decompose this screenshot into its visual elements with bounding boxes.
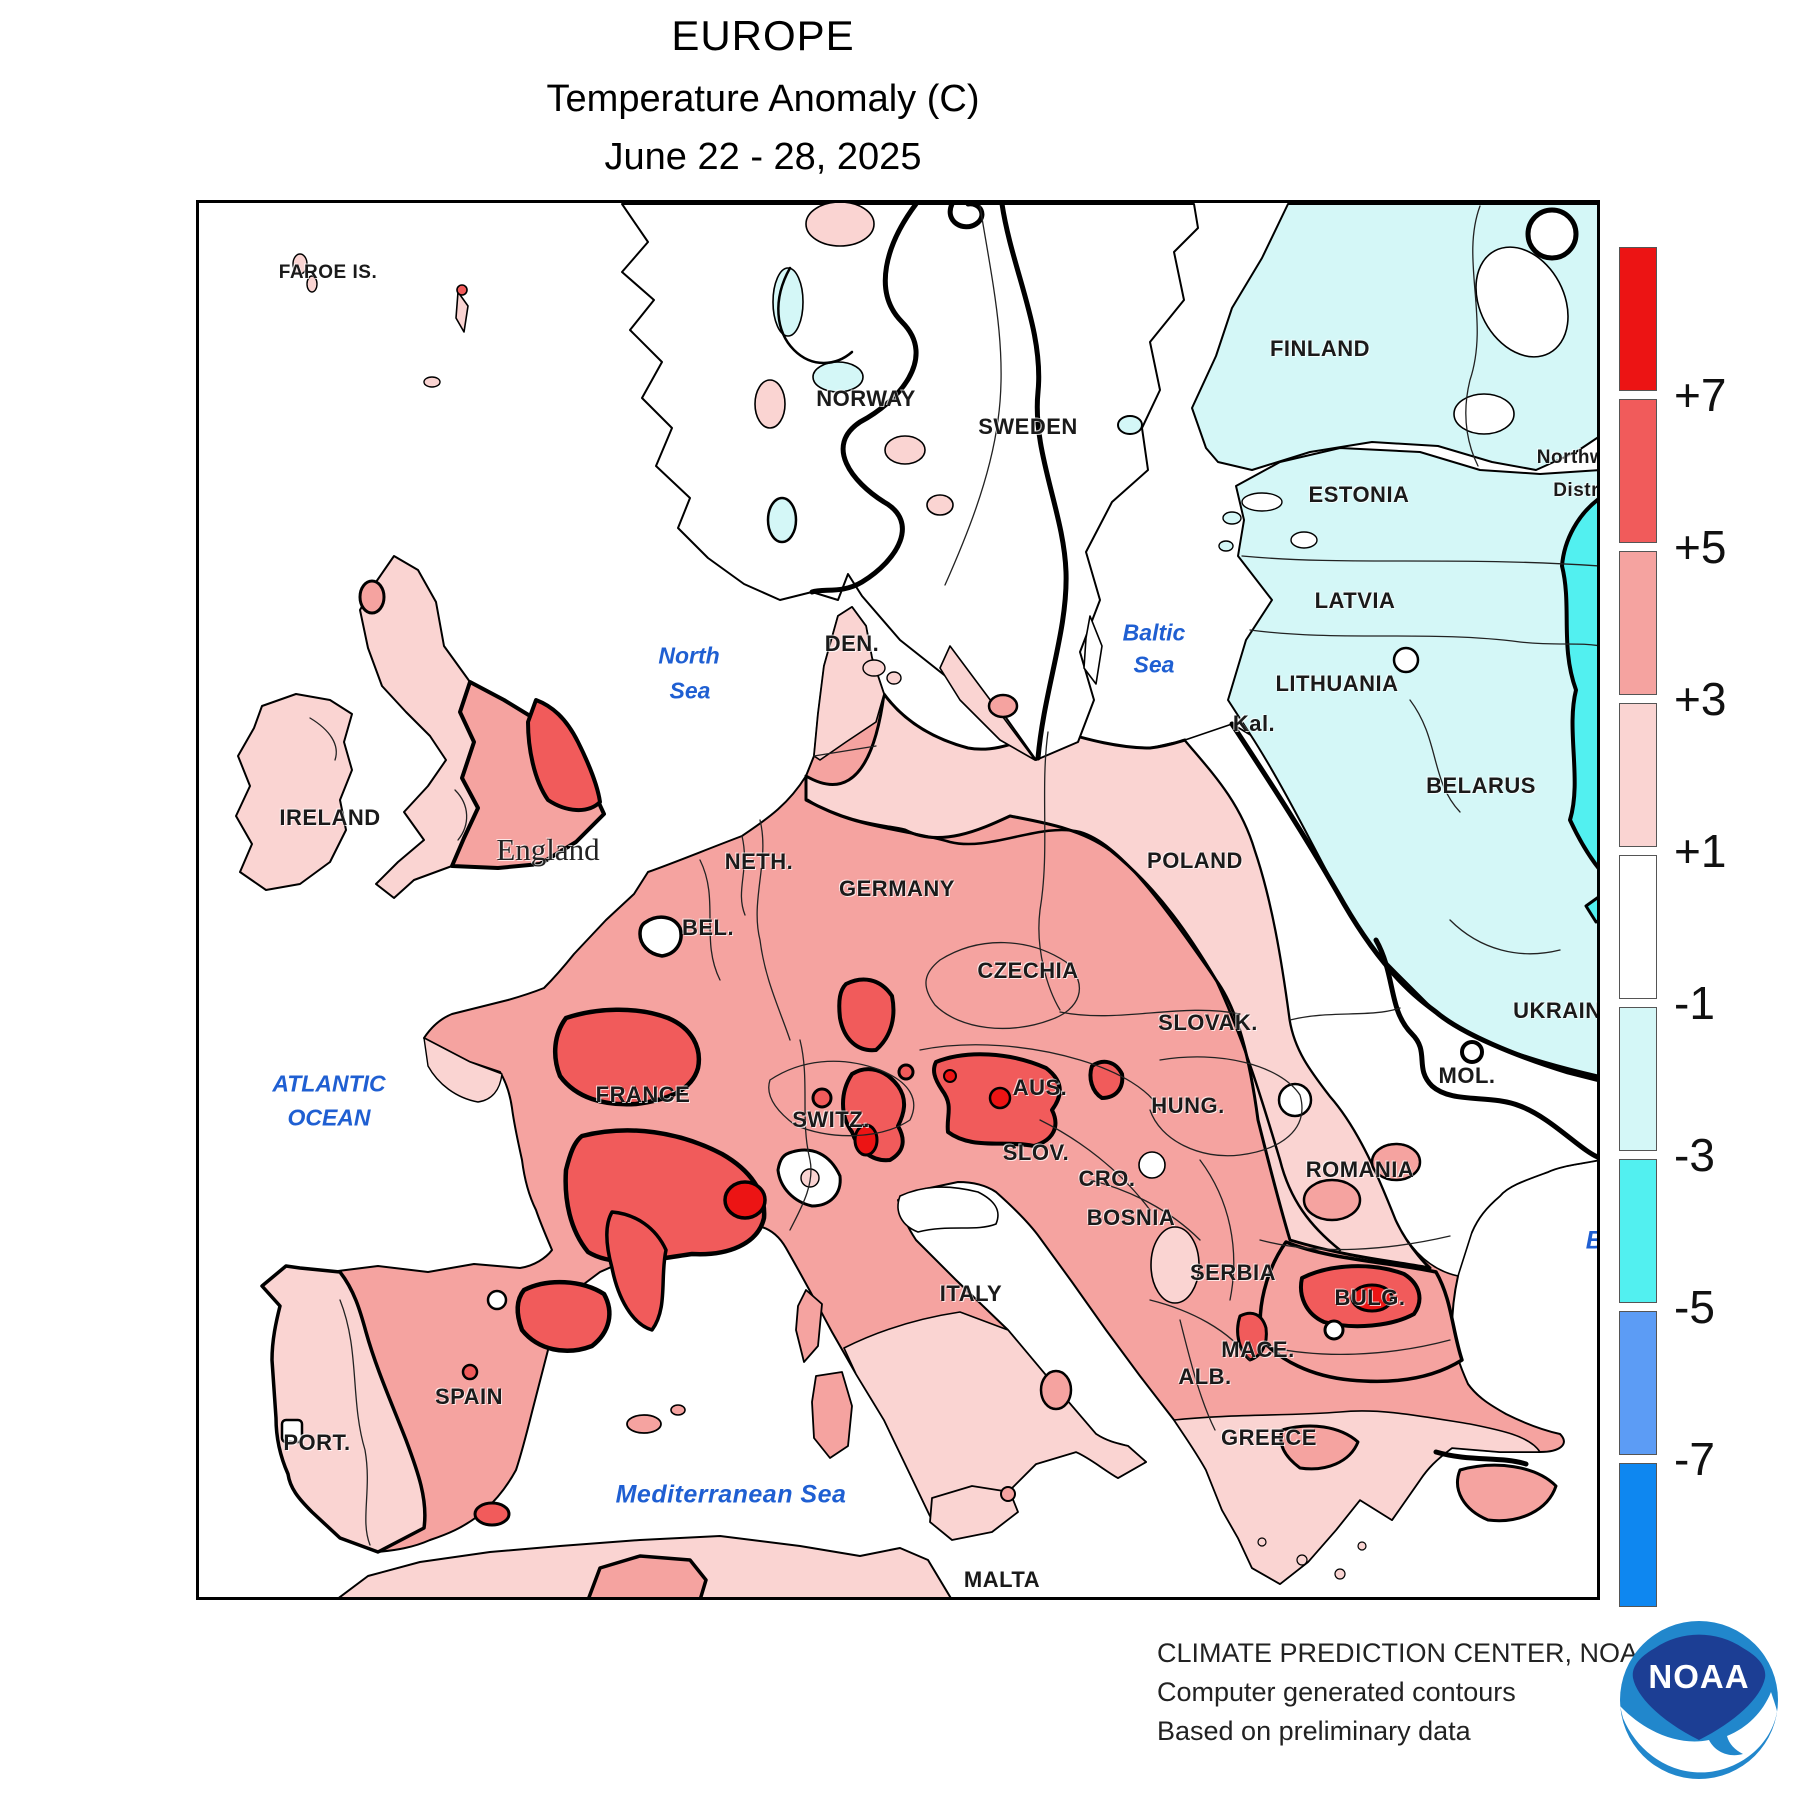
colorbar-block-2 xyxy=(1619,551,1657,695)
colorbar-tick--1: -1 xyxy=(1674,977,1715,1029)
footer-credits: CLIMATE PREDICTION CENTER, NOAA Computer… xyxy=(1157,1634,1656,1751)
colorbar-tick--3: -3 xyxy=(1674,1129,1715,1181)
footer-line-3: Based on preliminary data xyxy=(1157,1716,1471,1746)
colorbar-block-7 xyxy=(1619,1311,1657,1455)
colorbar-tick--5: -5 xyxy=(1674,1281,1715,1333)
colorbar-tick-+7: +7 xyxy=(1674,369,1727,421)
colorbar-tick-+5: +5 xyxy=(1674,521,1727,573)
colorbar-block-3 xyxy=(1619,703,1657,847)
map-artwork xyxy=(235,203,1597,1597)
colorbar-block-1 xyxy=(1619,399,1657,543)
colorbar-tick-+3: +3 xyxy=(1674,673,1727,725)
colorbar-tick--7: -7 xyxy=(1674,1433,1715,1485)
noaa-logo: NOAA xyxy=(1620,1621,1778,1779)
colorbar-block-4 xyxy=(1619,855,1657,999)
footer-line-1: CLIMATE PREDICTION CENTER, NOAA xyxy=(1157,1638,1657,1668)
map-title: EUROPE xyxy=(671,12,855,59)
colorbar-block-6 xyxy=(1619,1159,1657,1303)
map-subtitle: Temperature Anomaly (C) xyxy=(546,78,980,120)
europe-anomaly-map: FAROE IS. NORWAY SWEDEN FINLAND ESTONIA LATVI… xyxy=(196,200,1600,1600)
colorbar-block-5 xyxy=(1619,1007,1657,1151)
footer-line-2: Computer generated contours xyxy=(1157,1677,1516,1707)
map-date-range: June 22 - 28, 2025 xyxy=(604,136,922,178)
noaa-logo-text: NOAA xyxy=(1648,1658,1749,1695)
colorbar-block-0 xyxy=(1619,247,1657,391)
colorbar-tick-+1: +1 xyxy=(1674,825,1727,877)
colorbar-block-8 xyxy=(1619,1463,1657,1607)
